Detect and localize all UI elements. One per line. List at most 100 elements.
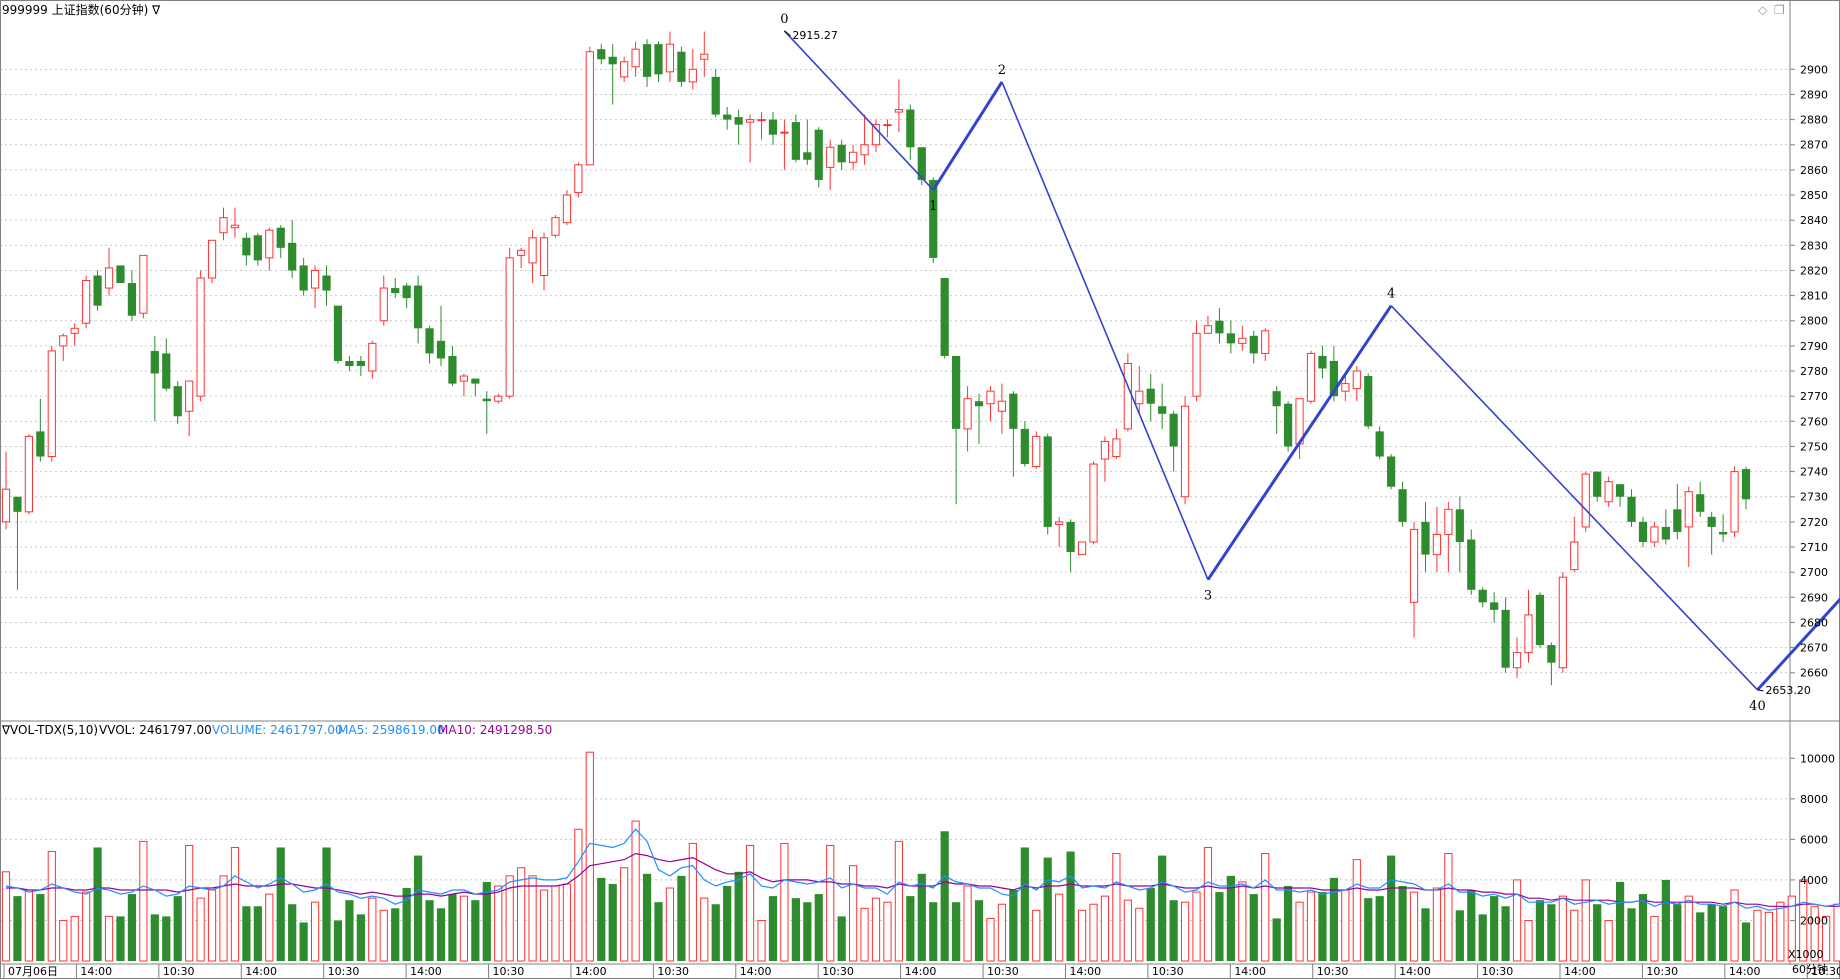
volume-bar-up xyxy=(1524,919,1533,962)
restore-window-icon[interactable]: ❐ xyxy=(1774,3,1785,17)
volume-bar-down xyxy=(1661,879,1670,961)
candle-body-up xyxy=(780,131,789,134)
volume-bar-up xyxy=(1512,879,1522,962)
volume-bar-up xyxy=(207,889,217,962)
candle-body-up xyxy=(757,119,766,122)
volume-bar-down xyxy=(677,875,686,961)
wave-label: 40 xyxy=(1749,699,1766,714)
time-tick-label: 10:30 xyxy=(328,965,360,978)
candle-body-down xyxy=(677,51,686,82)
volume-bar-up xyxy=(1100,895,1110,962)
volume-bar-up xyxy=(1,871,11,962)
candle-body-up xyxy=(1432,533,1442,556)
volume-bar-down xyxy=(1387,855,1396,961)
candle-body-down xyxy=(1169,413,1178,447)
volume-bar-up xyxy=(871,897,881,962)
candle-body-down xyxy=(1593,471,1602,497)
candle-body-down xyxy=(1020,428,1029,465)
candle-body-down xyxy=(333,305,343,361)
candle-body-down xyxy=(150,350,159,374)
volume-bar-down xyxy=(952,902,961,961)
volume-bar-down xyxy=(711,904,720,961)
volume-bar-up xyxy=(1077,909,1087,962)
candle-body-down xyxy=(242,237,251,256)
volume-bar-down xyxy=(322,847,331,961)
candle-body-down xyxy=(1707,516,1716,527)
candle-body-down xyxy=(1329,360,1338,397)
candle-body-down xyxy=(1638,521,1648,542)
volume-bar-down xyxy=(276,847,285,961)
volume-bar-down xyxy=(974,900,984,961)
volume-bar-up xyxy=(1306,891,1316,962)
volume-bar-up xyxy=(665,887,675,962)
volume-bar-down xyxy=(837,916,846,961)
candle-body-down xyxy=(974,401,984,407)
candle-body-down xyxy=(1673,509,1682,532)
time-tick-label: 10:30 xyxy=(163,965,195,978)
candle-body-down xyxy=(1741,469,1751,500)
candle-body-down xyxy=(356,360,365,366)
ma10-value: MA10: 2491298.50 xyxy=(438,723,553,737)
candlesticks xyxy=(1,31,1751,686)
volume-bar-down xyxy=(1741,922,1751,961)
volume-tick-label: 6000 xyxy=(1800,833,1828,846)
candle-body-up xyxy=(871,124,881,146)
volume-bar-up xyxy=(883,901,892,962)
price-tick-label: 2790 xyxy=(1800,340,1828,353)
volume-indicator-name[interactable]: ∇VOL-TDX(5,10) xyxy=(2,723,99,737)
candle-body-down xyxy=(127,283,137,316)
volume-bar-down xyxy=(1593,904,1602,961)
price-tick-label: 2900 xyxy=(1800,63,1828,76)
volume-bar-up xyxy=(1238,881,1247,962)
candle-body-down xyxy=(1661,526,1670,540)
volume-value: VOLUME: 2461797.00 xyxy=(212,723,343,737)
candle-body-down xyxy=(803,152,812,160)
volume-bar-down xyxy=(1375,896,1384,961)
volume-bar-up xyxy=(1581,879,1590,962)
candle-body-down xyxy=(414,285,423,329)
price-annotation: 2653.20 xyxy=(1765,684,1811,697)
candle-body-up xyxy=(1180,405,1190,498)
diamond-icon[interactable]: ◇ xyxy=(1758,3,1768,17)
volume-moving-averages xyxy=(5,828,1840,911)
volume-bar-up xyxy=(574,828,583,962)
wave-segment xyxy=(1390,305,1759,691)
candle-body-up xyxy=(1055,521,1064,525)
volume-bar-up xyxy=(1444,853,1453,962)
price-tick-label: 2810 xyxy=(1800,290,1828,303)
period-label[interactable]: 60分钟 xyxy=(1792,963,1828,976)
annotation-pointer xyxy=(784,30,791,37)
volume-bar-up xyxy=(894,840,903,962)
candle-body-up xyxy=(505,257,514,397)
candle-body-up xyxy=(219,217,228,234)
volume-bar-up xyxy=(1650,915,1659,962)
volume-bar-down xyxy=(93,847,102,961)
candle-body-down xyxy=(1284,403,1293,447)
grid-lines xyxy=(0,68,1790,921)
candle-body-up xyxy=(139,254,148,314)
candle-body-down xyxy=(173,386,182,417)
volume-bar-up xyxy=(1180,901,1190,962)
volume-bar-down xyxy=(1009,890,1018,961)
volume-bar-down xyxy=(1284,885,1293,961)
candle-body-up xyxy=(665,43,675,73)
volume-bar-up xyxy=(196,897,205,962)
volume-bar-up xyxy=(1089,903,1098,962)
volume-bar-up xyxy=(494,885,503,962)
candle-body-up xyxy=(1306,352,1316,402)
candle-body-up xyxy=(551,217,560,236)
candle-body-up xyxy=(1238,337,1247,344)
candle-body-up xyxy=(196,277,205,397)
chart-title[interactable]: 999999 上证指数(60分钟) ∇ xyxy=(2,3,161,17)
price-tick-label: 2850 xyxy=(1800,189,1828,202)
candle-body-up xyxy=(1192,332,1201,397)
volume-bar-down xyxy=(116,916,125,961)
candle-body-up xyxy=(826,146,835,168)
volume-bar-down xyxy=(1615,881,1625,961)
volume-bar-up xyxy=(24,889,33,962)
candle-body-up xyxy=(104,267,114,289)
candle-body-down xyxy=(1627,496,1636,522)
candle-body-up xyxy=(494,395,503,402)
volume-bar-down xyxy=(1627,908,1636,961)
